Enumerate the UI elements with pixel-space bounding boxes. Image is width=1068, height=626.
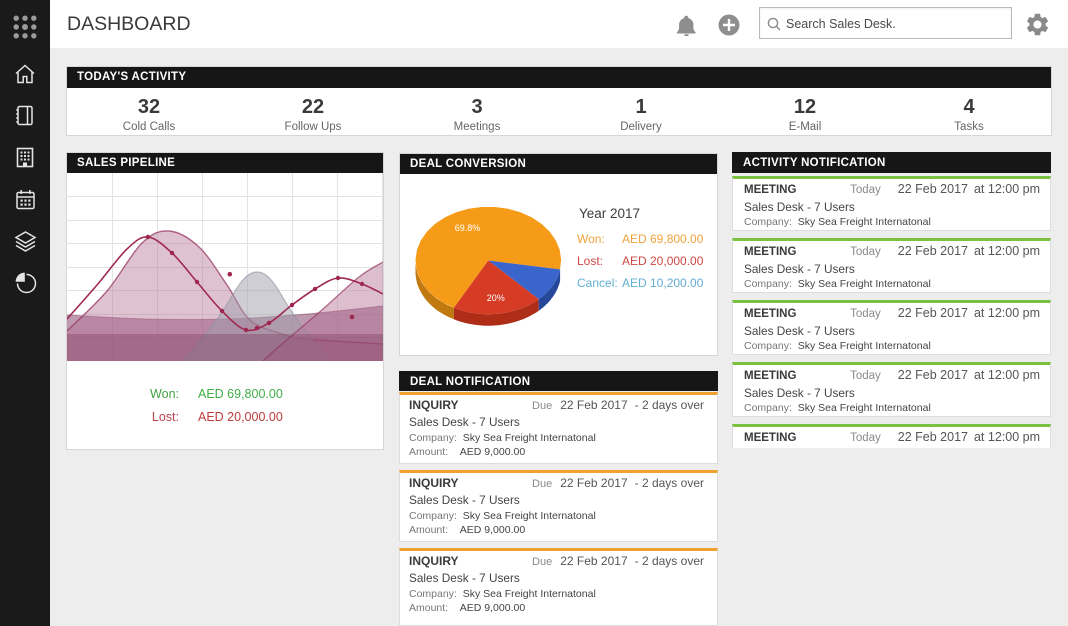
svg-text:20%: 20% (487, 293, 505, 303)
svg-text:69.8%: 69.8% (455, 223, 481, 233)
